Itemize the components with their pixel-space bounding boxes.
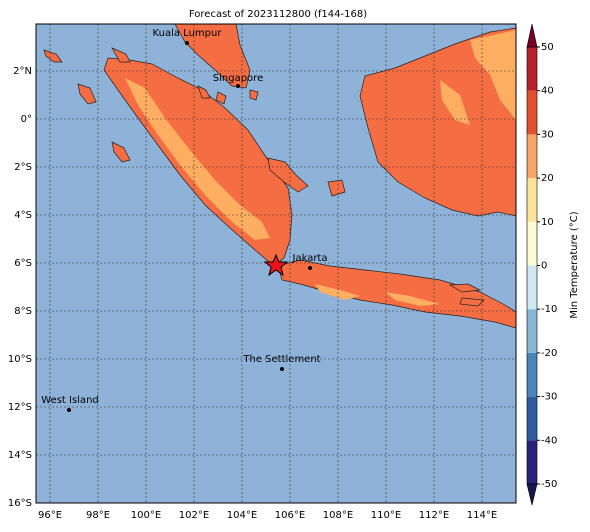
colorbar: -50 -40 -30 -20 -10 0 10 20 30 40 50	[526, 23, 557, 506]
lat-tick-label: 4°S	[14, 210, 32, 221]
title: Forecast of 2023112800 (f144-168)	[189, 9, 367, 20]
andaman-islet	[43, 49, 63, 63]
colorbar-label: Min Temperature (°C)	[569, 211, 580, 318]
colorbar-tick-label: -20	[541, 348, 557, 359]
lon-tick-label: 100°E	[131, 510, 161, 521]
colorbar-tick-label: -30	[541, 392, 557, 403]
colorbar-tick-label: 40	[541, 86, 554, 97]
map: Kuala Lumpur Singapore Jakarta The Settl…	[35, 23, 517, 504]
borneo	[359, 27, 517, 217]
colorbar-tick-label: -40	[541, 435, 557, 446]
colorbar-band	[527, 396, 537, 441]
bali-islands	[448, 283, 485, 307]
lat-tick-label: 12°S	[8, 402, 32, 413]
lon-tick-label: 114°E	[467, 510, 497, 521]
city-label: West Island	[41, 395, 99, 406]
colorbar-tick-label: 10	[541, 217, 554, 228]
borneo-highlands	[440, 30, 516, 125]
simeulue	[77, 83, 97, 105]
lon-tick-label: 110°E	[371, 510, 401, 521]
colorbar-band	[527, 440, 537, 484]
colorbar-tick-label: 20	[541, 173, 554, 184]
java-highlands	[315, 284, 440, 306]
colorbar-band	[527, 47, 537, 91]
lat-tick-label: 16°S	[8, 498, 32, 509]
lat-tick-label: 10°S	[8, 354, 32, 365]
city-dot	[67, 408, 71, 412]
lat-tick-label: 14°S	[8, 450, 32, 461]
belitung	[327, 179, 346, 197]
city-dot	[308, 266, 312, 270]
colorbar-band	[527, 90, 537, 135]
lat-tick-label: 6°S	[14, 258, 32, 269]
lon-tick-label: 108°E	[323, 510, 353, 521]
colorbar-band	[527, 309, 537, 353]
colorbar-band	[527, 221, 537, 266]
colorbar-tick-label: 50	[541, 42, 554, 53]
colorbar-band	[527, 178, 537, 222]
lat-tick-label: 8°S	[14, 306, 32, 317]
city-label: The Settlement	[242, 354, 320, 365]
bangka	[267, 157, 309, 193]
lat-tick-label: 2°S	[14, 162, 32, 173]
colorbar-tick-label: -10	[541, 304, 557, 315]
colorbar-tick-label: -50	[541, 479, 557, 490]
lon-tick-label: 102°E	[179, 510, 209, 521]
city-label: Jakarta	[292, 253, 328, 264]
lat-tick-label: 2°N	[13, 66, 32, 77]
city-label: Singapore	[213, 73, 263, 84]
lon-tick-label: 98°E	[86, 510, 110, 521]
city-label: Kuala Lumpur	[153, 28, 223, 39]
colorbar-band	[527, 134, 537, 179]
lon-tick-label: 112°E	[419, 510, 449, 521]
lat-tick-label: 0°	[21, 114, 32, 125]
riau-islands	[111, 47, 259, 105]
location-marker	[263, 253, 289, 277]
sumatra-highlands	[125, 78, 270, 240]
city-dot	[185, 41, 189, 45]
colorbar-band	[527, 352, 537, 397]
colorbar-over	[526, 23, 538, 48]
map-frame	[35, 23, 517, 504]
lon-tick-label: 104°E	[227, 510, 257, 521]
city-dot	[236, 84, 240, 88]
colorbar-tick-label: 0	[541, 261, 547, 272]
lon-tick-label: 96°E	[38, 510, 62, 521]
colorbar-band	[527, 265, 537, 310]
city-dot	[280, 367, 284, 371]
colorbar-tick-label: 30	[541, 129, 554, 140]
colorbar-under	[526, 483, 538, 506]
nias	[111, 141, 131, 163]
lon-tick-label: 106°E	[275, 510, 305, 521]
